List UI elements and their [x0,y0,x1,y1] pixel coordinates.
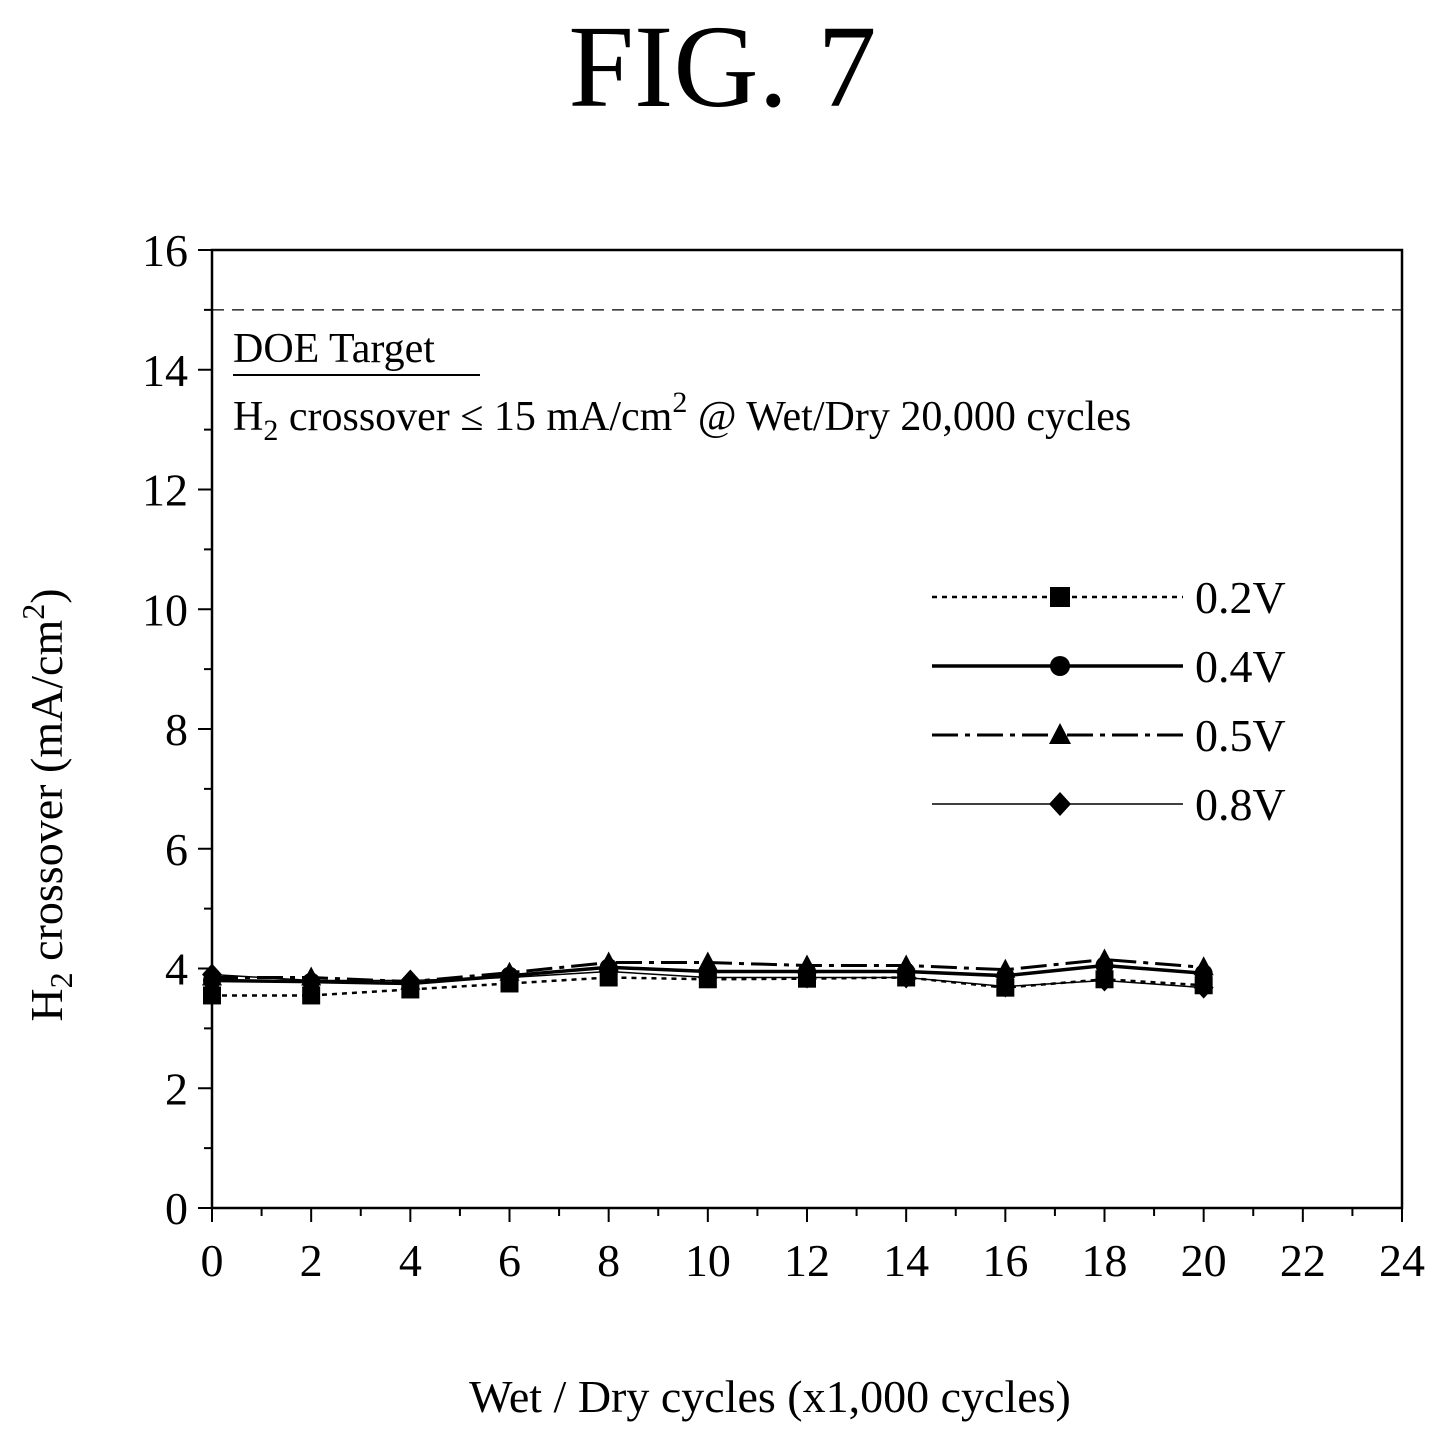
x-tick-label: 16 [982,1235,1028,1286]
series-08v [202,960,1214,999]
data-point-05v [1193,956,1214,976]
y-tick-label: 0 [165,1183,188,1234]
legend-item-08v: 0.8V [932,779,1286,830]
data-point-08v [499,966,520,989]
annotation-suffix: @ Wet/Dry 20,000 cycles [687,394,1131,440]
data-point-05v [797,954,817,974]
x-tick-label: 12 [784,1235,830,1286]
x-tick-label: 24 [1379,1235,1425,1286]
legend-item-05v: 0.5V [932,710,1286,761]
y-tick-label: 12 [142,465,188,516]
annotation-prefix: H [233,394,263,440]
series-layer [202,948,1214,1005]
annotation-sub: 2 [263,414,278,447]
data-point-08v [1193,976,1214,999]
data-point-08v [202,963,222,986]
legend-label-04v: 0.4V [1195,641,1286,692]
y-tick-label: 4 [165,944,188,995]
x-tick-label: 2 [300,1235,323,1286]
x-tick-label: 8 [597,1235,620,1286]
data-point-05v [896,954,917,974]
data-point-08v [400,969,421,992]
x-tick-label: 4 [399,1235,422,1286]
data-point-02v [203,986,221,1005]
legend-marker-02v [1050,587,1070,607]
x-axis-title: Wet / Dry cycles (x1,000 cycles) [469,1371,1071,1422]
legend-label-02v: 0.2V [1195,572,1286,623]
annotation-mid: crossover ≤ 15 mA/cm [278,394,672,440]
legend-label-08v: 0.8V [1195,779,1286,830]
legend-marker-08v [1049,792,1071,816]
annotation-heading: DOE Target [233,326,435,372]
data-point-08v [598,960,619,983]
x-tick-label: 14 [883,1235,929,1286]
y-axis-title-mid: crossover (mA/cm [21,620,72,973]
y-tick-label: 8 [165,704,188,755]
y-axis-title-sup: 2 [15,604,51,620]
y-tick-label: 6 [165,824,188,875]
legend: 0.2V 0.4V 0.5V 0.8V [932,572,1286,830]
annotation-sup: 2 [672,386,687,419]
data-point-08v [1094,969,1115,992]
x-tick-label: 18 [1082,1235,1128,1286]
data-point-08v [995,975,1016,998]
data-point-05v [995,958,1016,978]
legend-marker-04v [1050,656,1070,676]
y-axis-ticks: 0 2 4 6 8 10 12 14 16 [142,225,212,1234]
y-tick-label: 10 [142,584,188,635]
y-axis-title-suffix: ) [21,588,72,603]
y-axis-title: H2 crossover (mA/cm2) [15,588,79,1021]
y-tick-label: 2 [165,1063,188,1114]
x-tick-label: 10 [685,1235,731,1286]
y-axis-title-sub: 2 [43,972,79,988]
data-point-08v [896,966,917,989]
data-point-02v [302,986,321,1005]
legend-item-04v: 0.4V [932,641,1286,692]
data-point-08v [301,969,322,992]
legend-label-05v: 0.5V [1195,710,1286,761]
x-tick-label: 22 [1280,1235,1326,1286]
data-point-08v [697,966,718,989]
y-tick-label: 14 [142,345,188,396]
legend-marker-05v [1049,723,1071,744]
data-point-05v [697,951,718,971]
data-point-05v [1094,948,1115,968]
x-tick-label: 0 [201,1235,224,1286]
figure-title: FIG. 7 [568,1,877,132]
data-point-08v [797,966,817,989]
x-tick-label: 20 [1181,1235,1227,1286]
x-axis-ticks: 0 2 4 6 8 10 12 14 16 18 20 22 24 [201,1208,1425,1286]
legend-item-02v: 0.2V [932,572,1286,623]
annotation-text: H2 crossover ≤ 15 mA/cm2 @ Wet/Dry 20,00… [233,386,1131,447]
y-axis-title-prefix: H [21,988,72,1021]
y-tick-label: 16 [142,225,188,276]
x-tick-label: 6 [498,1235,521,1286]
